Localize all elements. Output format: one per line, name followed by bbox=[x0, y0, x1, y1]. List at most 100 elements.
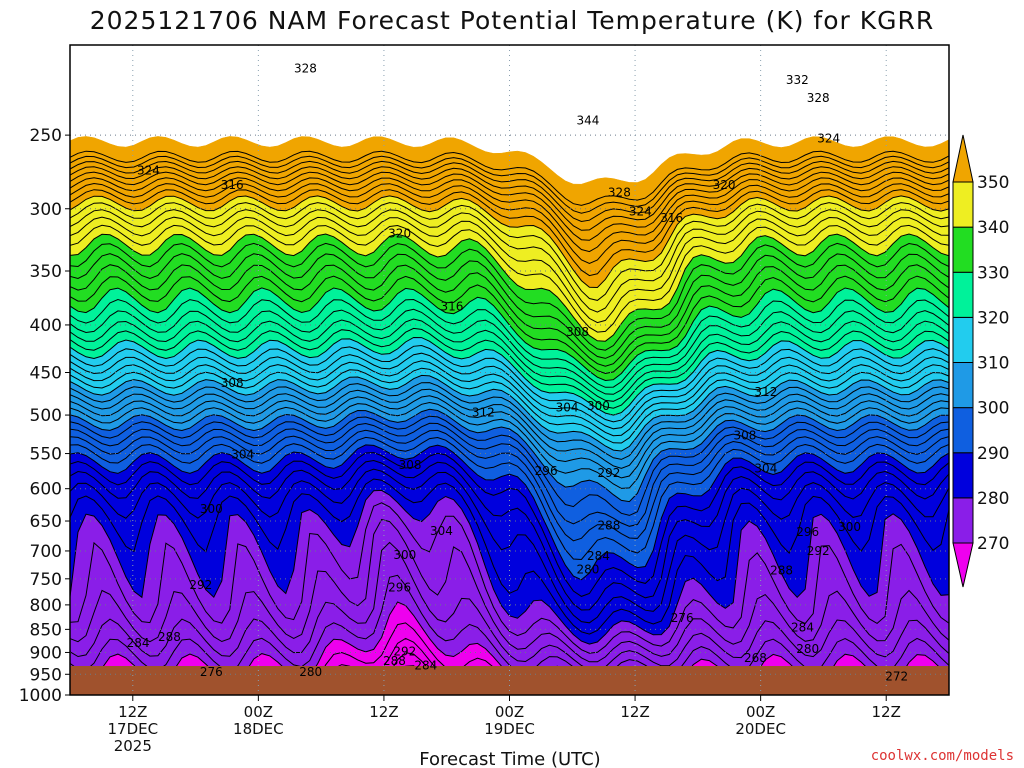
contour-label: 344 bbox=[577, 113, 600, 127]
x-tick-label: 12Z bbox=[369, 703, 398, 721]
colorbar-segment bbox=[952, 226, 974, 273]
colorbar-segment bbox=[952, 316, 974, 363]
y-tick-label: 950 bbox=[30, 665, 62, 685]
isentrope-314 bbox=[70, 360, 949, 437]
contour-label: 288 bbox=[383, 654, 406, 668]
contour-label: 308 bbox=[399, 458, 422, 472]
y-tick-label: 300 bbox=[30, 200, 62, 220]
isentrope-336 bbox=[70, 253, 949, 359]
contour-label: 292 bbox=[807, 544, 830, 558]
colorbar-min-arrow bbox=[952, 542, 974, 588]
contour-label: 304 bbox=[430, 524, 453, 538]
contour-label: 288 bbox=[597, 518, 620, 532]
contour-label: 328 bbox=[608, 185, 631, 199]
y-tick-label: 450 bbox=[30, 364, 62, 384]
plot-area bbox=[70, 45, 949, 695]
contour-label: 312 bbox=[754, 385, 777, 399]
isentrope-320 bbox=[70, 336, 949, 416]
contour-label: 284 bbox=[127, 636, 150, 650]
x-tick-label: 00Z bbox=[746, 703, 775, 721]
colorbar-tick-label: 350 bbox=[977, 173, 1009, 193]
isentrope-300 bbox=[70, 408, 949, 503]
contour-label: 300 bbox=[587, 399, 610, 413]
colorbar-tick-label: 270 bbox=[977, 534, 1009, 554]
contour-labels: 328 344 332 328 324 324 316 328 320 324 316 320 316 3… bbox=[127, 62, 909, 684]
isentrope-324 bbox=[70, 318, 949, 402]
isentrope-304 bbox=[70, 395, 949, 479]
contour-label: 292 bbox=[189, 578, 212, 592]
colorbar-max-arrow bbox=[952, 134, 974, 183]
isentrope-332 bbox=[70, 275, 949, 375]
contour-label: 280 bbox=[299, 665, 322, 679]
y-tick-label: 250 bbox=[30, 126, 62, 146]
contour-label: 308 bbox=[566, 325, 589, 339]
isentrope-350 bbox=[70, 195, 949, 289]
isentrope-298 bbox=[70, 415, 949, 516]
isentrope-360 bbox=[70, 166, 949, 231]
x-tick-label: 2025 bbox=[114, 737, 152, 755]
isentrope-364 bbox=[70, 155, 949, 214]
x-tick-label: 20DEC bbox=[735, 720, 786, 738]
contour-label: 316 bbox=[660, 211, 683, 225]
isentrope-358 bbox=[70, 171, 949, 241]
colorbar-tick-label: 290 bbox=[977, 444, 1009, 464]
colorbar-segment bbox=[952, 452, 974, 499]
isentrope-312 bbox=[70, 367, 949, 444]
isentrope-344 bbox=[70, 216, 949, 324]
y-tick-label: 650 bbox=[30, 512, 62, 532]
contour-label: 316 bbox=[221, 178, 244, 192]
isentrope-366 bbox=[70, 150, 949, 206]
isentrope-348 bbox=[70, 202, 949, 301]
contour-label: 300 bbox=[393, 548, 416, 562]
isentrope-340 bbox=[70, 233, 949, 342]
y-tick-label: 900 bbox=[30, 643, 62, 663]
contour-label: 304 bbox=[754, 462, 777, 476]
contour-label: 284 bbox=[414, 659, 437, 673]
colorbar-segment bbox=[952, 497, 974, 544]
x-axis-label: Forecast Time (UTC) bbox=[419, 749, 600, 768]
isentrope-306 bbox=[70, 388, 949, 469]
y-tick-label: 750 bbox=[30, 570, 62, 590]
x-tick-label: 12Z bbox=[872, 703, 901, 721]
isentrope-282 bbox=[70, 478, 949, 635]
contour-label: 324 bbox=[817, 131, 840, 145]
colorbar-segment bbox=[952, 407, 974, 454]
x-tick-label: 00Z bbox=[495, 703, 524, 721]
contour-label: 304 bbox=[231, 447, 254, 461]
colorbar-tick-label: 300 bbox=[977, 399, 1009, 419]
x-tick-label: 12Z bbox=[620, 703, 649, 721]
colorbar: 270 280 290 300 310 320 330 340 350 bbox=[952, 134, 1009, 588]
x-tick-label: 19DEC bbox=[484, 720, 535, 738]
y-tick-label: 700 bbox=[30, 542, 62, 562]
contour-label: 272 bbox=[885, 669, 908, 683]
isentrope-342 bbox=[70, 224, 949, 333]
contour-label: 308 bbox=[221, 376, 244, 390]
contour-label: 296 bbox=[535, 464, 558, 478]
chart-title: 2025121706 NAM Forecast Potential Temper… bbox=[90, 6, 935, 35]
y-tick-label: 400 bbox=[30, 316, 62, 336]
contour-label: 328 bbox=[807, 91, 830, 105]
y-tick-label: 800 bbox=[30, 596, 62, 616]
isentrope-356 bbox=[70, 177, 949, 253]
colorbar-tick-label: 320 bbox=[977, 308, 1009, 328]
contour-label: 300 bbox=[838, 520, 861, 534]
y-tick-label: 600 bbox=[30, 480, 62, 500]
contour-label: 288 bbox=[770, 564, 793, 578]
contour-label: 328 bbox=[294, 62, 317, 76]
colorbar-tick-label: 310 bbox=[977, 354, 1009, 374]
isentrope-290 bbox=[70, 444, 949, 581]
isentrope-292 bbox=[70, 436, 949, 561]
contour-label: 332 bbox=[786, 73, 809, 87]
isentrope-352 bbox=[70, 189, 949, 277]
x-tick-label: 12Z bbox=[118, 703, 147, 721]
gridlines bbox=[70, 45, 949, 695]
contour-label: 312 bbox=[472, 406, 495, 420]
y-tick-label: 350 bbox=[30, 262, 62, 282]
isentrope-318 bbox=[70, 344, 949, 423]
isentrope-284 bbox=[70, 468, 949, 624]
y-tick-label: 500 bbox=[30, 406, 62, 426]
contour-label: 304 bbox=[556, 401, 579, 415]
contour-label: 280 bbox=[577, 563, 600, 577]
